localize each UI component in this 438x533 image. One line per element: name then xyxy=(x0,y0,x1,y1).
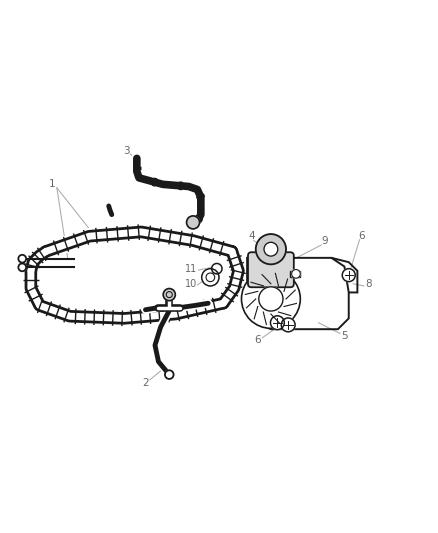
Circle shape xyxy=(292,270,300,278)
Circle shape xyxy=(241,270,300,328)
Text: 6: 6 xyxy=(358,231,365,241)
Circle shape xyxy=(264,243,278,256)
Circle shape xyxy=(256,234,286,264)
Text: 2: 2 xyxy=(142,378,149,388)
Text: 9: 9 xyxy=(321,236,328,246)
Text: 6: 6 xyxy=(254,335,261,345)
Text: 3: 3 xyxy=(123,146,129,156)
Polygon shape xyxy=(290,271,300,277)
Circle shape xyxy=(187,216,200,229)
Circle shape xyxy=(342,269,355,281)
Circle shape xyxy=(202,269,219,286)
Circle shape xyxy=(165,370,173,379)
Circle shape xyxy=(270,316,284,329)
Circle shape xyxy=(259,287,283,311)
Text: 5: 5 xyxy=(341,330,348,341)
Text: 8: 8 xyxy=(365,279,371,289)
Text: 4: 4 xyxy=(248,231,255,241)
Text: 1: 1 xyxy=(49,179,56,189)
Circle shape xyxy=(163,288,175,301)
Circle shape xyxy=(18,255,26,263)
Circle shape xyxy=(281,318,295,332)
FancyBboxPatch shape xyxy=(248,252,294,287)
Circle shape xyxy=(212,263,222,274)
Circle shape xyxy=(18,263,26,271)
Text: 10: 10 xyxy=(185,279,197,289)
Text: 11: 11 xyxy=(185,264,197,273)
